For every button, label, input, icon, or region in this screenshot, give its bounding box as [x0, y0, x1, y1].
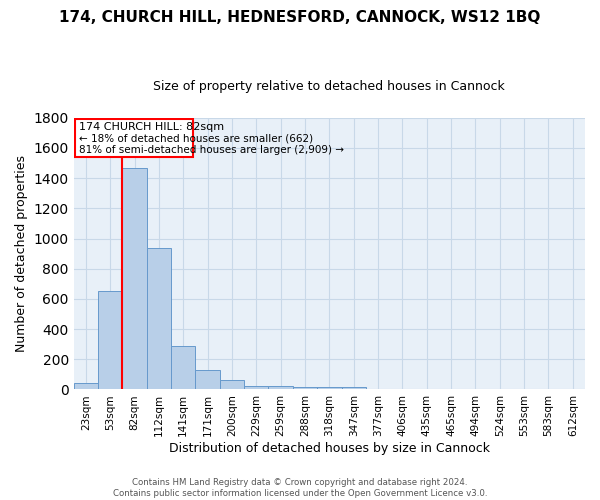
Text: 81% of semi-detached houses are larger (2,909) →: 81% of semi-detached houses are larger (…: [79, 145, 344, 155]
Text: 174 CHURCH HILL: 82sqm: 174 CHURCH HILL: 82sqm: [79, 122, 224, 132]
Bar: [220, 380, 244, 390]
Bar: [268, 386, 293, 390]
Text: 174, CHURCH HILL, HEDNESFORD, CANNOCK, WS12 1BQ: 174, CHURCH HILL, HEDNESFORD, CANNOCK, W…: [59, 10, 541, 25]
Bar: [74, 384, 98, 390]
Bar: [171, 346, 196, 390]
Y-axis label: Number of detached properties: Number of detached properties: [15, 155, 28, 352]
Bar: [341, 386, 366, 390]
Bar: [75, 120, 193, 157]
Text: Contains HM Land Registry data © Crown copyright and database right 2024.
Contai: Contains HM Land Registry data © Crown c…: [113, 478, 487, 498]
Bar: [122, 168, 147, 390]
Bar: [244, 386, 268, 390]
Bar: [98, 292, 122, 390]
Title: Size of property relative to detached houses in Cannock: Size of property relative to detached ho…: [154, 80, 505, 93]
X-axis label: Distribution of detached houses by size in Cannock: Distribution of detached houses by size …: [169, 442, 490, 455]
Bar: [147, 248, 171, 390]
Bar: [317, 387, 341, 390]
Text: ← 18% of detached houses are smaller (662): ← 18% of detached houses are smaller (66…: [79, 134, 313, 143]
Bar: [196, 370, 220, 390]
Bar: [293, 387, 317, 390]
